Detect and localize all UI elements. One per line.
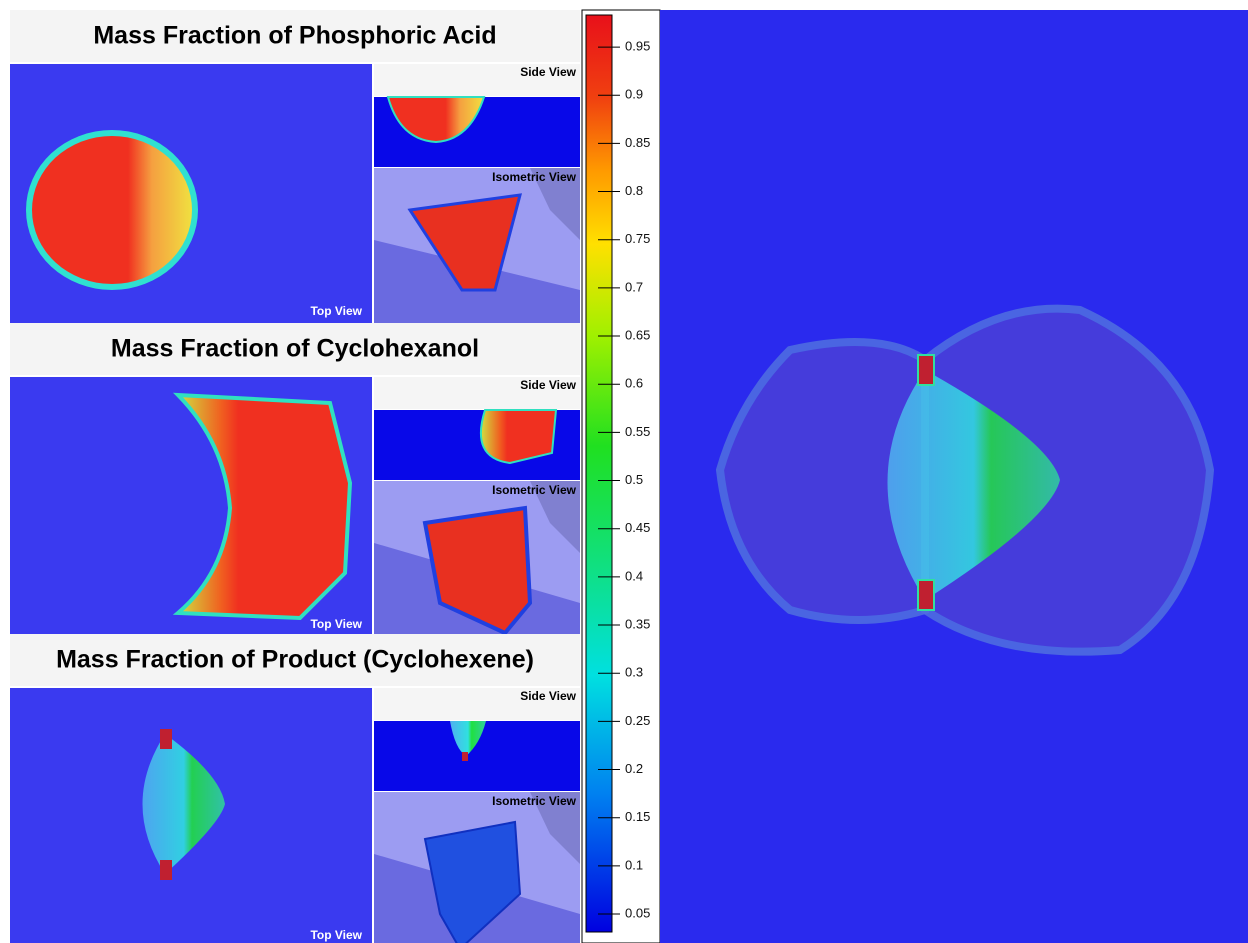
- colorbar-tick-label: 0.65: [625, 327, 650, 342]
- colorbar-tick-label: 0.25: [625, 713, 650, 728]
- colorbar-tick-label: 0.5: [625, 472, 643, 487]
- view-label: Side View: [520, 689, 576, 703]
- colorbar-tick-label: 0.4: [625, 568, 643, 583]
- colorbar-tick-label: 0.3: [625, 665, 643, 680]
- colorbar-tick-label: 0.05: [625, 905, 650, 920]
- view-label: Isometric View: [492, 794, 576, 808]
- view-label: Isometric View: [492, 483, 576, 497]
- blob: [32, 136, 192, 284]
- view-label: Side View: [520, 378, 576, 392]
- panel-title: Mass Fraction of Cyclohexanol: [111, 335, 479, 363]
- colorbar-tick-label: 0.35: [625, 616, 650, 631]
- view-label: Top View: [310, 928, 362, 942]
- view-label: Isometric View: [492, 170, 576, 184]
- panel-title: Mass Fraction of Phosphoric Acid: [93, 22, 496, 50]
- main-view: [660, 10, 1248, 943]
- colorbar-tick-label: 0.9: [625, 87, 643, 102]
- colorbar-gradient: [586, 15, 612, 932]
- colorbar-tick-label: 0.85: [625, 135, 650, 150]
- figure: Mass Fraction of Phosphoric Acid Top Vie…: [0, 0, 1248, 943]
- colorbar-tick-label: 0.45: [625, 520, 650, 535]
- colorbar-tick-label: 0.1: [625, 857, 643, 872]
- view-label: Top View: [310, 304, 362, 318]
- panel-title: Mass Fraction of Product (Cyclohexene): [56, 646, 534, 674]
- colorbar-tick-label: 0.95: [625, 39, 650, 54]
- colorbar-tick-label: 0.8: [625, 183, 643, 198]
- colorbar-tick-label: 0.75: [625, 231, 650, 246]
- view-label: Side View: [520, 65, 576, 79]
- panel: Mass Fraction of Cyclohexanol Top View S…: [10, 323, 580, 638]
- panel: Mass Fraction of Product (Cyclohexene) T…: [10, 634, 580, 943]
- side-blob: [481, 410, 556, 463]
- colorbar-tick-label: 0.6: [625, 376, 643, 391]
- colorbar-tick-label: 0.7: [625, 279, 643, 294]
- view-label: Top View: [310, 617, 362, 631]
- colorbar-tick-label: 0.2: [625, 761, 643, 776]
- colorbar-tick-label: 0.15: [625, 809, 650, 824]
- colorbar-tick-label: 0.55: [625, 424, 650, 439]
- colorbar: 0.05 0.1 0.15 0.2 0.25 0.3 0.35 0.4 0.45 0.5 0.55 0…: [582, 10, 660, 943]
- panel: Mass Fraction of Phosphoric Acid Top Vie…: [10, 10, 580, 325]
